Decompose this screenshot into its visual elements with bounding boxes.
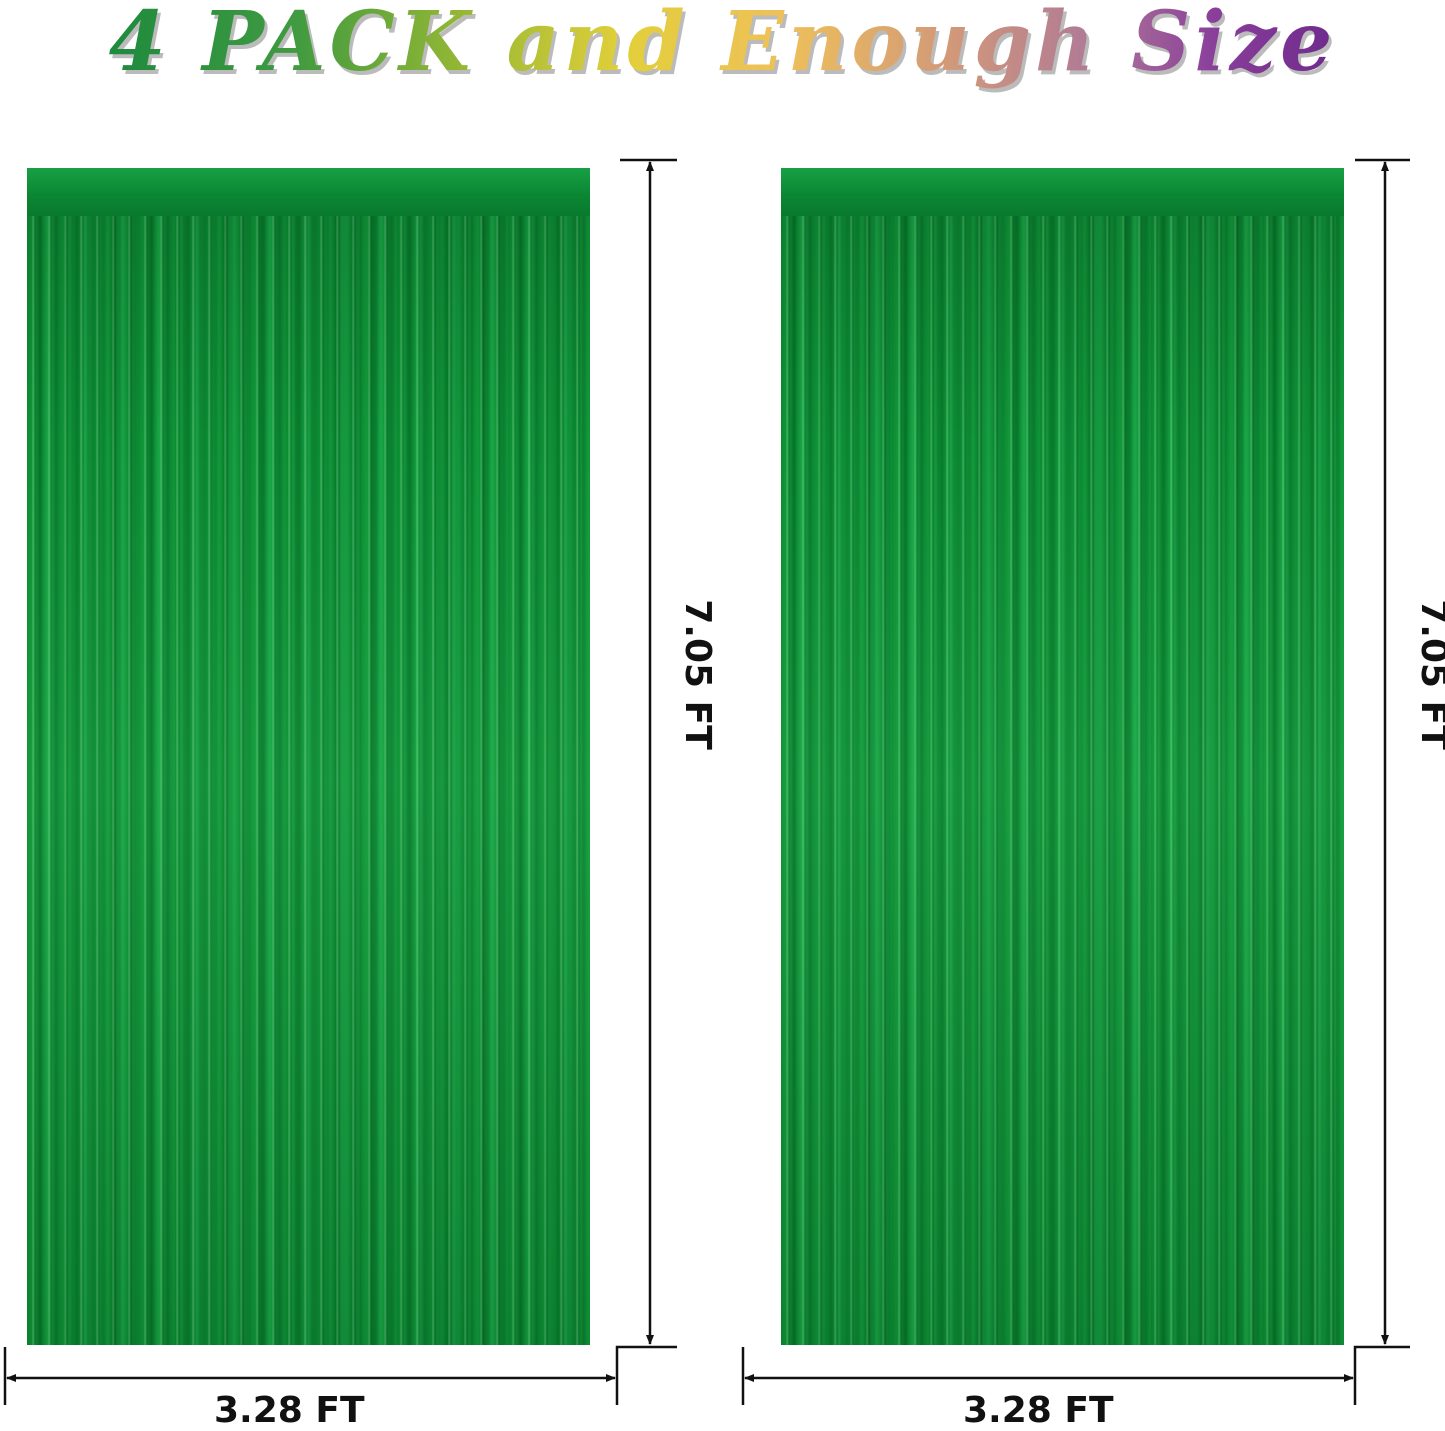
- foil-curtain-right: [781, 168, 1344, 1345]
- headline: 4 PACK and Enough Size: [0, 0, 1445, 90]
- foil-curtain-left: [27, 168, 590, 1345]
- curtain-header-band: [27, 168, 590, 216]
- width-label-right: 3.28 FT: [963, 1390, 1114, 1431]
- corner-tick-right: [1353, 1345, 1410, 1405]
- curtain-header-band: [781, 168, 1344, 216]
- curtain-fringe: [781, 216, 1344, 1345]
- corner-tick-left: [615, 1345, 677, 1405]
- curtain-fringe: [27, 216, 590, 1345]
- height-label-left: 7.05 FT: [676, 599, 718, 750]
- width-label-left: 3.28 FT: [214, 1390, 365, 1431]
- height-label-right: 7.05 FT: [1412, 599, 1445, 750]
- headline-text: 4 PACK and Enough Size: [109, 0, 1337, 90]
